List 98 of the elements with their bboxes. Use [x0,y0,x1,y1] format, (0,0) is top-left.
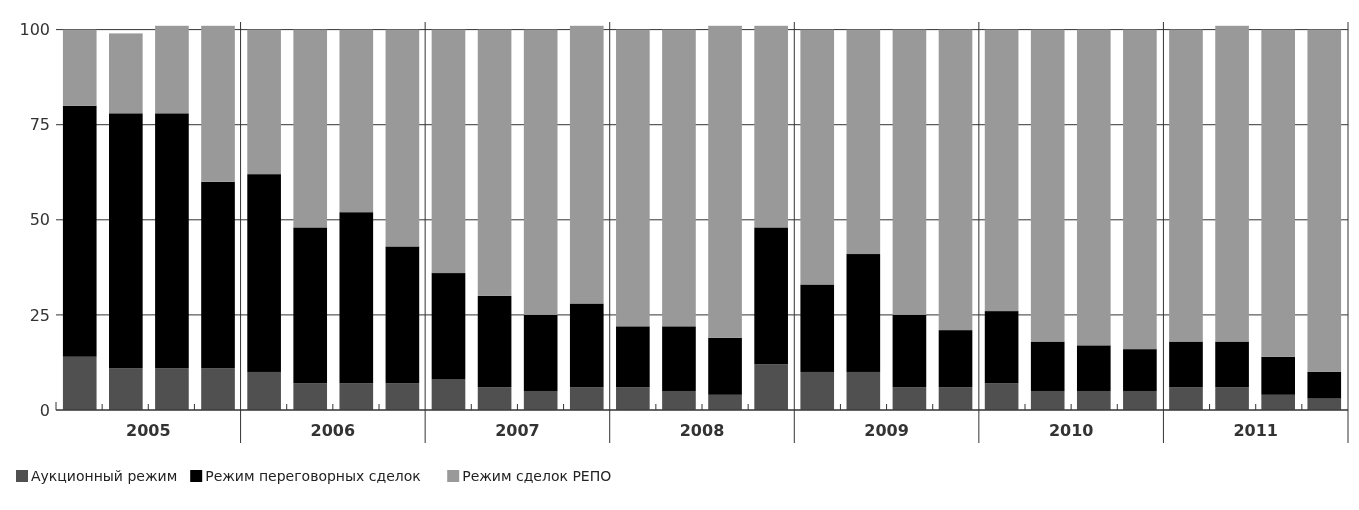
bar [616,326,650,388]
bar [800,29,835,285]
bar [109,113,143,369]
text: 2009 [864,421,909,440]
bar [1307,371,1342,399]
bar [523,29,558,315]
bar [1076,29,1111,346]
bar [293,29,328,228]
bar [62,356,97,410]
bar [569,387,604,410]
legend-label: Аукционный режим [31,468,178,484]
text: 2008 [679,421,725,440]
bar [431,29,466,274]
bar [247,174,281,372]
text: 2005 [126,421,171,440]
bar [984,383,1019,410]
bar [155,368,189,410]
bar [846,254,881,372]
bar [1307,29,1342,372]
bar [938,330,973,388]
bar [201,181,235,369]
bar [1215,25,1249,342]
bar [1076,390,1111,410]
bar [293,383,328,410]
text: 2010 [1048,421,1094,440]
text: 2007 [495,421,540,440]
bar [984,29,1019,312]
bar [293,227,328,384]
bar [800,371,835,410]
bar [1169,29,1203,342]
bar [892,29,927,315]
bar [1030,341,1065,391]
bar [1123,349,1157,391]
bar [754,364,788,410]
bar [523,314,558,391]
text: 2011 [1233,421,1278,440]
bar [385,383,420,410]
bar [1030,390,1065,410]
bar [1215,387,1249,410]
bar [892,387,927,410]
bar [247,371,281,410]
bar [339,383,374,410]
bar [846,29,881,255]
bar [616,387,650,410]
bar [1076,345,1111,391]
bar [62,105,97,357]
bar [155,113,189,369]
bar [662,29,696,327]
bar [1169,341,1203,388]
bar [569,303,604,388]
y-tick-label: 25 [29,305,50,325]
y-tick-label: 0 [39,400,50,420]
y-tick-label: 100 [19,20,50,40]
bar [155,25,189,114]
bar [984,311,1019,384]
legend-label: Режим переговорных сделок [205,468,421,484]
bar [708,25,742,338]
bar [477,295,512,388]
bar [662,390,696,410]
bar [339,212,374,384]
y-tick-label: 50 [29,210,50,230]
bar [109,33,143,114]
bar [846,371,881,410]
bar [938,387,973,410]
bar [708,394,742,410]
bar [1261,394,1295,410]
bar [1215,341,1249,388]
bar [1123,29,1157,350]
bar [1030,29,1065,342]
bar [800,284,835,372]
bar [109,368,143,410]
bar [569,25,604,304]
y-tick-label: 75 [29,115,50,135]
bar [662,326,696,391]
bar [339,29,374,213]
bar [1261,29,1295,357]
bar [385,29,420,247]
bar [616,29,650,327]
bar [1261,356,1295,395]
bar [385,246,420,384]
bar [201,25,235,182]
bar [892,314,927,388]
bar [247,29,281,175]
bar [754,227,788,365]
bar [62,29,97,106]
bar [938,29,973,331]
bar [431,379,466,410]
bar [201,368,235,410]
bar [477,387,512,410]
bar [708,337,742,395]
bar [1169,387,1203,410]
bar [477,29,512,296]
bar [1123,390,1157,410]
legend-label: Режим сделок РЕПО [462,468,612,484]
text: 2006 [310,421,356,440]
bar [431,273,466,380]
bar [523,390,558,410]
bar [754,25,788,228]
